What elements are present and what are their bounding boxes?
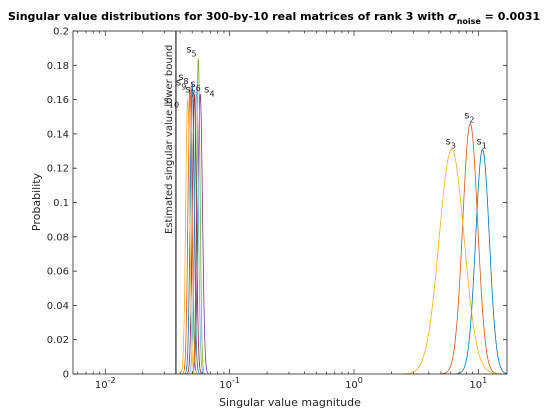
plot-area	[73, 31, 507, 374]
y-tick-label: 0.12	[47, 164, 69, 175]
series-label-s2: s2	[464, 111, 474, 125]
series-label-s4: s4	[204, 84, 214, 98]
y-tick-label: 0.18	[47, 61, 69, 72]
series-curve-s3	[401, 148, 502, 375]
y-tick-label: 0.1	[53, 198, 69, 209]
y-tick-label: 0.08	[47, 232, 69, 243]
series-label-s7: s7	[185, 84, 195, 98]
x-tick-label: 101	[469, 376, 487, 391]
y-tick-label: 0.02	[47, 335, 69, 346]
series-curve-s10	[179, 98, 196, 375]
series-label-s10: s10	[164, 96, 179, 110]
x-tick-label: 100	[345, 376, 363, 391]
series-label-s3: s3	[446, 136, 456, 150]
y-tick-label: 0.04	[47, 301, 69, 312]
series-label-s1: s1	[476, 136, 486, 150]
lower-bound-label: Estimated singular value lower bound	[164, 45, 175, 234]
series-curve-s1	[455, 148, 507, 375]
axes-layer: 0 0.02 0.04 0.06 0.08 0.1 0.12 0.14 0.16 0.18 0.2 1…	[47, 27, 508, 391]
x-tick-label: 10-2	[95, 376, 116, 391]
series-curve-s8	[184, 82, 201, 375]
series-curve-s7	[186, 93, 203, 375]
series-curve-s6	[188, 89, 205, 375]
x-tick-label: 10-1	[219, 376, 240, 391]
series-curve-s9	[181, 86, 199, 375]
y-tick-label: 0.14	[47, 129, 69, 140]
series-label-s8: s8	[178, 72, 188, 86]
y-axis-label: Probability	[30, 172, 43, 231]
y-tick-label: 0.16	[47, 95, 69, 106]
lower-bound-layer: Estimated singular value lower bound	[164, 31, 177, 374]
chart-title: Singular value distributions for 300-by-…	[8, 10, 540, 26]
series-layer	[179, 58, 507, 375]
series-curve-s2	[440, 123, 501, 375]
y-tick-label: 0.06	[47, 267, 69, 278]
x-axis-label: Singular value magnitude	[219, 396, 361, 409]
series-curve-s4	[191, 93, 210, 375]
y-tick-label: 0.2	[53, 27, 69, 38]
series-label-s6: s6	[190, 79, 200, 93]
series-curve-s5	[191, 58, 206, 375]
y-tick-label: 0	[63, 370, 69, 381]
series-label-s9: s9	[176, 78, 186, 92]
series-label-s5: s5	[186, 44, 196, 58]
